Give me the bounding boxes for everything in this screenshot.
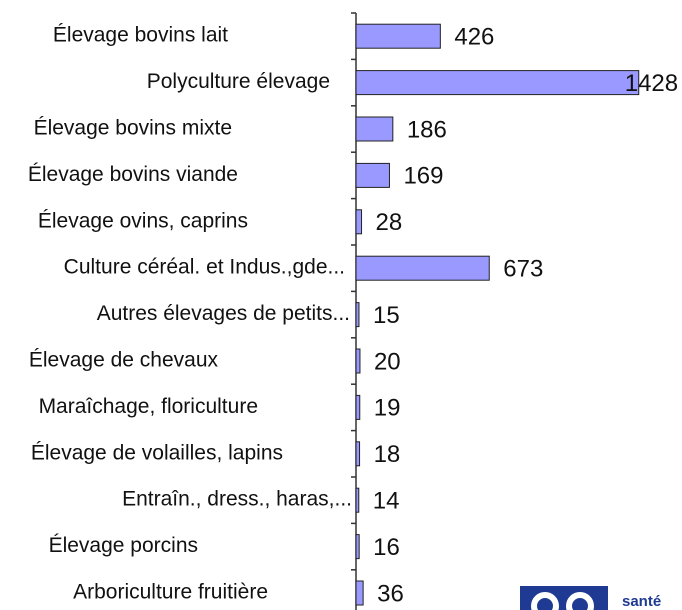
- category-label: Élevage porcins: [49, 534, 198, 557]
- category-label: Élevage bovins lait: [53, 24, 228, 47]
- value-label: 16: [373, 534, 400, 561]
- bar: [355, 162, 390, 188]
- bar: [355, 116, 394, 142]
- logo-text: santé: [622, 593, 661, 610]
- bar: [355, 70, 640, 96]
- category-label: Entraîn., dress., haras,...: [122, 488, 352, 511]
- bar: [355, 23, 441, 49]
- bar: [355, 302, 360, 328]
- category-label: Élevage de volailles, lapins: [31, 441, 283, 464]
- bar: [355, 255, 490, 281]
- value-label: 169: [403, 163, 443, 190]
- logo-shape: [566, 592, 594, 610]
- value-label: 673: [503, 256, 543, 283]
- value-label: 19: [374, 395, 401, 422]
- value-label: 36: [377, 580, 404, 607]
- category-label: Polyculture élevage: [147, 70, 330, 93]
- value-label: 14: [373, 488, 400, 515]
- bar: [355, 209, 363, 235]
- value-label: 20: [374, 348, 401, 375]
- value-label: 1428: [625, 70, 678, 97]
- category-label: Culture céréal. et Indus.,gde...: [64, 256, 345, 279]
- bar: [355, 394, 361, 420]
- logo-shape: [531, 592, 559, 610]
- category-label: Arboriculture fruitière: [73, 581, 268, 604]
- value-label: 15: [373, 302, 400, 329]
- category-label: Élevage bovins mixte: [34, 117, 232, 140]
- value-label: 28: [376, 209, 403, 236]
- category-label: Autres élevages de petits...: [97, 302, 350, 325]
- value-label: 426: [454, 24, 494, 51]
- bar: [355, 534, 360, 560]
- value-label: 18: [374, 441, 401, 468]
- category-label: Élevage bovins viande: [28, 163, 238, 186]
- bar: [355, 348, 361, 374]
- bar: [355, 441, 361, 467]
- bar: [355, 487, 360, 513]
- category-label: Élevage ovins, caprins: [38, 209, 248, 232]
- category-label: Élevage de chevaux: [29, 349, 219, 372]
- category-label: Maraîchage, floriculture: [39, 395, 258, 418]
- bar: [355, 580, 364, 606]
- logo: santé: [520, 586, 661, 610]
- value-label: 186: [407, 116, 447, 143]
